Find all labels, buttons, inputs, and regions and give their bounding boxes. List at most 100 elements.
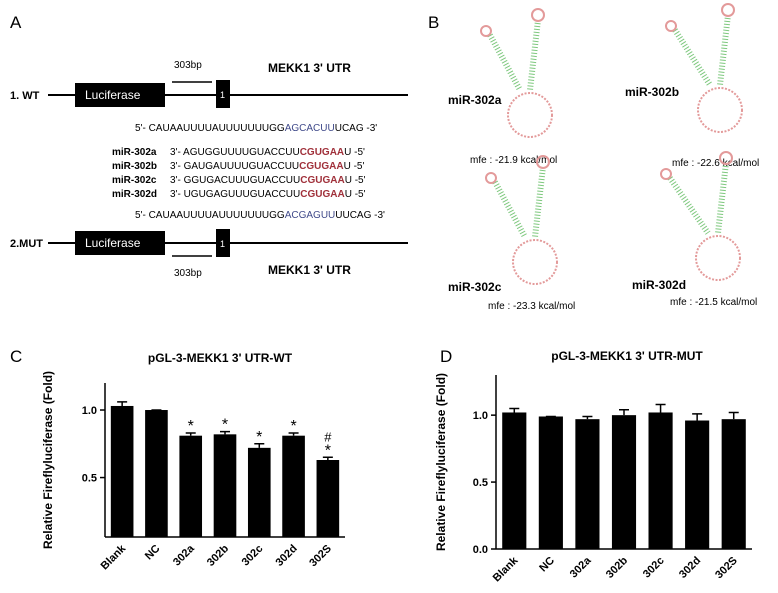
stem — [715, 162, 729, 234]
bar — [538, 416, 563, 549]
stem — [672, 28, 713, 87]
seq-part: U -5' — [344, 147, 365, 158]
hairpin — [719, 151, 733, 165]
significance-marker: * — [256, 429, 262, 446]
error-bar — [655, 403, 666, 413]
hairpin — [660, 168, 672, 180]
panel-label: D — [440, 347, 452, 366]
loop — [507, 92, 553, 138]
error-bar — [509, 407, 520, 413]
y-tick-label: 0.5 — [82, 473, 97, 485]
mirna-name: miR-302b — [112, 161, 157, 172]
significance-marker: # — [324, 429, 332, 444]
seq-part: AGCACUU — [285, 123, 335, 134]
panel-label: B — [428, 13, 439, 32]
bp-label: 303bp — [174, 60, 202, 71]
stem — [487, 33, 523, 92]
bp-label: 303bp — [174, 268, 202, 279]
y-tick-label: 0.5 — [473, 477, 488, 489]
stem — [532, 166, 546, 238]
seq-part: CGUGAA — [299, 161, 343, 172]
mirna-name: miR-302a — [112, 147, 157, 158]
chart-title: pGL-3-MEKK1 3' UTR-MUT — [551, 349, 703, 363]
seq-part: UCAG -3' — [335, 123, 378, 134]
hairpin — [531, 8, 545, 22]
bar — [316, 460, 340, 537]
luciferase-box — [75, 83, 165, 107]
seq-part: CGUGAA — [300, 147, 344, 158]
bar — [247, 447, 271, 537]
error-bar — [254, 443, 265, 448]
error-bar — [117, 401, 128, 406]
error-bar — [185, 432, 196, 436]
luciferase-label: Luciferase — [85, 88, 141, 102]
seq-part: ACGAGUU — [285, 210, 336, 221]
seq-part: 3'- AGUGGUUUUGUACCUU — [170, 147, 300, 158]
seq-part: 5'- CAUAAUUUUAUUUUUUUGG — [135, 210, 285, 221]
error-bar — [692, 413, 703, 421]
stem — [527, 19, 541, 91]
y-axis-label: Relative Fireflyluciferase (Fold) — [41, 371, 55, 549]
x-tick-label: NC — [537, 555, 557, 575]
seq-part: 3'- GAUGAUUUUGUACCUU — [170, 161, 299, 172]
x-tick-label: Blank — [491, 554, 521, 584]
x-tick-label: NC — [143, 543, 163, 563]
site-box — [216, 80, 230, 108]
x-tick-label: 302b — [604, 554, 630, 580]
x-tick-label: 302a — [568, 554, 594, 580]
stem — [492, 180, 528, 239]
seq-part: U -5' — [345, 175, 366, 186]
mfe-label: mfe : -23.3 kcal/mol — [488, 301, 575, 312]
utr-label: MEKK1 3' UTR — [268, 61, 351, 75]
sequence: 5'- CAUAAUUUUAUUUUUUUGGAGCACUUUCAG -3' — [135, 123, 377, 134]
mirna-seq: 3'- UGUGAGUUUGUACCUUCGUGAAU -5' — [170, 189, 366, 200]
y-tick-label: 0.0 — [473, 544, 488, 556]
stem — [717, 14, 731, 86]
y-tick-label: 1.0 — [473, 410, 488, 422]
x-tick-label: Blank — [99, 542, 129, 572]
error-bar — [288, 432, 299, 436]
structure-name: miR-302d — [632, 278, 686, 292]
luciferase-label: Luciferase — [85, 236, 141, 250]
structure-name: miR-302c — [448, 280, 502, 294]
seq-part: 5'- CAUAAUUUUAUUUUUUUGG — [135, 123, 285, 134]
structure-name: miR-302a — [448, 93, 502, 107]
hairpin — [480, 25, 492, 37]
luciferase-box — [75, 231, 165, 255]
mirna-list: miR-302a 3'- AGUGGUUUUGUACCUUCGUGAAU -5'm… — [112, 147, 366, 200]
error-bar — [619, 409, 629, 416]
mirna-seq: 3'- GGUGACUUUGUACCUUCGUGAAU -5' — [170, 175, 366, 186]
mirna-seq: 3'- AGUGGUUUUGUACCUUCGUGAAU -5' — [170, 147, 365, 158]
bar — [110, 405, 134, 537]
site-label: 1 — [220, 239, 225, 249]
bar — [179, 435, 203, 537]
mirna-seq: 3'- GAUGAUUUUGUACCUUCGUGAAU -5' — [170, 161, 364, 172]
bar — [648, 412, 673, 549]
x-tick-label: 302d — [273, 543, 299, 569]
loop — [697, 87, 743, 133]
bar — [721, 419, 746, 549]
stem — [667, 176, 711, 235]
bar — [502, 412, 527, 549]
error-bar — [728, 411, 739, 420]
x-tick-label: 302S — [307, 543, 334, 570]
seq-part: CGUGAA — [300, 189, 344, 200]
y-axis-label: Relative Fireflyluciferase (Fold) — [434, 373, 448, 551]
bar — [282, 435, 305, 537]
significance-marker: * — [290, 418, 296, 435]
hairpin — [485, 172, 497, 184]
seq-part: 3'- UGUGAGUUUGUACCUU — [170, 189, 300, 200]
x-tick-label: 302c — [641, 555, 667, 581]
error-bar — [322, 456, 333, 460]
bar — [611, 415, 637, 549]
x-tick-label: 302S — [713, 555, 740, 582]
seq-part: 3'- GGUGACUUUGUACCUU — [170, 175, 300, 186]
hairpin — [665, 20, 677, 32]
error-bar — [220, 430, 230, 435]
error-bar — [582, 415, 593, 420]
chart-title: pGL-3-MEKK1 3' UTR-WT — [148, 351, 293, 365]
significance-marker: * — [325, 442, 331, 459]
mfe-label: mfe : -21.5 kcal/mol — [670, 297, 757, 308]
